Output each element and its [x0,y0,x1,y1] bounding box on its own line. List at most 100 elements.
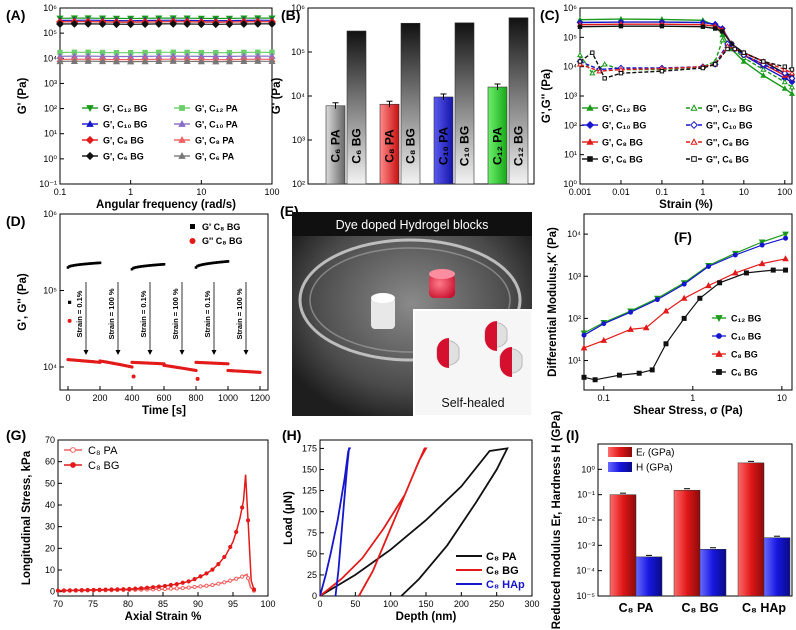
legend-marker [85,151,95,161]
y-axis-label: Longitudinal Stress, kPa [21,450,33,585]
bar-label-pa: C₁₀ PA [437,127,451,165]
petri-dish-inner [309,247,511,353]
data-point [155,57,163,64]
y-tick-label: 10² [292,179,305,189]
y-tick-label: 10⁶ [291,3,305,13]
x-tick-label: 80 [123,599,133,609]
data-point [198,574,203,579]
x-tick-label: 300 [524,599,539,609]
data-point [788,74,796,82]
legend-label: G', C₁₀ PA [195,120,238,130]
g1-point [141,264,144,268]
data-point [659,69,665,74]
g2-outlier [67,318,72,323]
g1-point [84,262,88,266]
data-point [139,586,144,591]
data-point [197,20,206,29]
data-point [627,325,634,332]
data-point [680,294,688,301]
panel-label: (B) [281,7,300,23]
g1-point [223,260,227,263]
bar-group-1: C₆ PA C₆ BG [325,30,367,185]
data-point [222,580,227,585]
data-point [616,372,622,378]
series-2 [55,474,257,593]
legend-label: Eᵣ (GPa) [636,448,675,459]
legend-label: G', C₆ PA [195,152,235,162]
series-line [319,447,428,597]
data-point [228,578,233,583]
x-tick-label: 800 [188,393,203,403]
data-point [758,239,766,246]
data-point [168,586,173,591]
y-tick-label: 10⁰ [581,464,595,474]
data-point [150,585,156,590]
legend-marker [587,156,593,162]
panel-label: (H) [282,427,301,443]
bar-label-bg: C₁₀ BG [458,126,472,166]
clear-hydrogel-block [371,293,395,329]
bar-group-3: C₁₀ PA C₁₀ BG [433,22,475,185]
x-tick-label: 100 [777,187,792,197]
y-tick-label: 10⁻¹ [39,179,57,189]
data-point [782,255,789,262]
g1-point [159,263,163,266]
data-point [758,260,766,267]
y-tick-label: 10 [45,565,55,575]
panel-c: (C) 10⁰ 10¹ 10² 10³ 10⁴ 10⁵ 10⁶ 0.001 0.01 0.1 1 10 1… [540,3,796,211]
y-tick-label: 10³ [564,91,577,101]
legend-label: C₆ BG [731,368,758,378]
panel-i: (I) 10⁻⁵ 10⁻⁴ 10⁻³ 10⁻² 10⁻¹ 10⁰ Reduced modulu… [551,411,793,629]
series-line [319,447,352,597]
data-point [697,295,703,301]
data-point [782,231,789,238]
g1-point [139,265,143,268]
x-tick-label: 75 [88,599,98,609]
data-point [162,583,168,589]
data-point [169,57,177,64]
legend: Eᵣ (GPa) H (GPa) [608,447,675,474]
series-line [579,42,793,79]
g1-point [74,263,77,267]
g1-point [91,262,94,265]
x-tick-label: 0.01 [612,187,630,197]
data-point [789,67,795,72]
legend-marker [178,152,186,159]
legend-label: C₈ PA [88,445,118,457]
data-point [589,69,596,76]
legend-marker [689,120,699,130]
g1-point [89,262,93,265]
g1-point [226,260,230,263]
g1-point [95,261,99,265]
data-point [133,586,138,591]
y-tick-label: 10⁰ [43,154,57,164]
legend-label: G'', C₁₀ BG [706,121,753,131]
y-tick-label: 150 [302,465,317,475]
y-tick-label: 10³ [568,271,581,281]
legend-label: G'', C₆ BG [706,155,749,165]
g1-point [142,264,146,268]
panel-a: (A) 10⁻¹ 10⁰ 10¹ 10² 10³ 10⁴ 10⁵ 10⁶ 0.1 1 10 100 Ang… [6,3,280,211]
series-1 [319,447,509,597]
g1-point [199,263,202,267]
legend-marker [715,350,723,357]
legend-marker [189,238,196,244]
series-3 [319,447,352,597]
legend-label: G', C₁₂ PA [195,104,238,114]
legend-label: G', C₈ BG [602,138,643,148]
panel-label: (F) [674,229,692,245]
g1-point [220,260,224,264]
data-point [245,518,251,523]
data-point [212,57,220,65]
panel-b: (B) 10² 10³ 10⁴ 10⁵ 10⁶ G' (Pa) C₆ PA C₆ BG C₈ PA… [271,3,535,189]
x-tick-label: 10 [777,393,787,403]
y-tick-label: 10² [44,104,57,114]
data-point [719,36,726,43]
bar-group-1: C₈ PA [609,492,663,615]
series-1 [56,15,276,23]
y-tick-label: 60 [45,457,55,467]
data-point [210,567,215,572]
y-tick-label: 10⁶ [563,3,577,13]
